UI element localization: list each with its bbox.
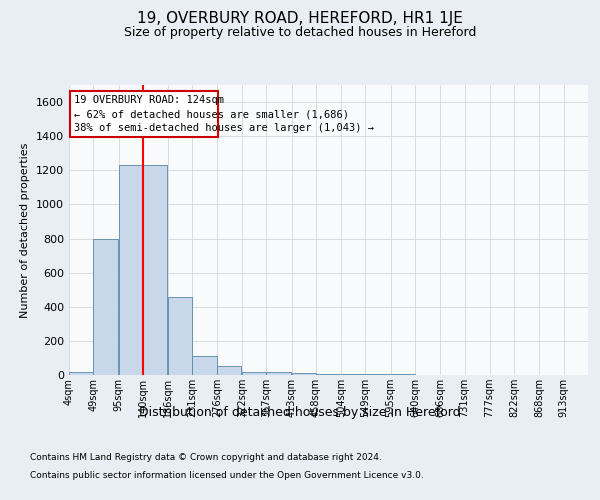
Bar (365, 374, 390, 375)
Bar (316, 374, 340, 375)
Bar (242, 372, 266, 375)
Text: Distribution of detached houses by size in Hereford: Distribution of detached houses by size … (139, 406, 461, 419)
Bar (292, 372, 316, 375)
Bar (69, 372, 94, 375)
Text: 19, OVERBURY ROAD, HEREFORD, HR1 1JE: 19, OVERBURY ROAD, HEREFORD, HR1 1JE (137, 12, 463, 26)
Bar (143, 165, 167, 375)
Text: Size of property relative to detached houses in Hereford: Size of property relative to detached ho… (124, 26, 476, 39)
Bar (168, 296, 193, 375)
Y-axis label: Number of detached properties: Number of detached properties (20, 142, 31, 318)
Text: Contains public sector information licensed under the Open Government Licence v3: Contains public sector information licen… (30, 472, 424, 480)
Text: ← 62% of detached houses are smaller (1,686): ← 62% of detached houses are smaller (1,… (74, 109, 349, 119)
Bar (391, 374, 415, 375)
Bar (341, 374, 365, 375)
Bar (217, 366, 241, 375)
Bar (119, 165, 143, 375)
FancyBboxPatch shape (70, 91, 218, 137)
Bar (266, 372, 291, 375)
Bar (193, 356, 217, 375)
Text: 38% of semi-detached houses are larger (1,043) →: 38% of semi-detached houses are larger (… (74, 122, 374, 132)
Text: Contains HM Land Registry data © Crown copyright and database right 2024.: Contains HM Land Registry data © Crown c… (30, 453, 382, 462)
Bar (94, 238, 118, 375)
Text: 19 OVERBURY ROAD: 124sqm: 19 OVERBURY ROAD: 124sqm (74, 96, 224, 106)
